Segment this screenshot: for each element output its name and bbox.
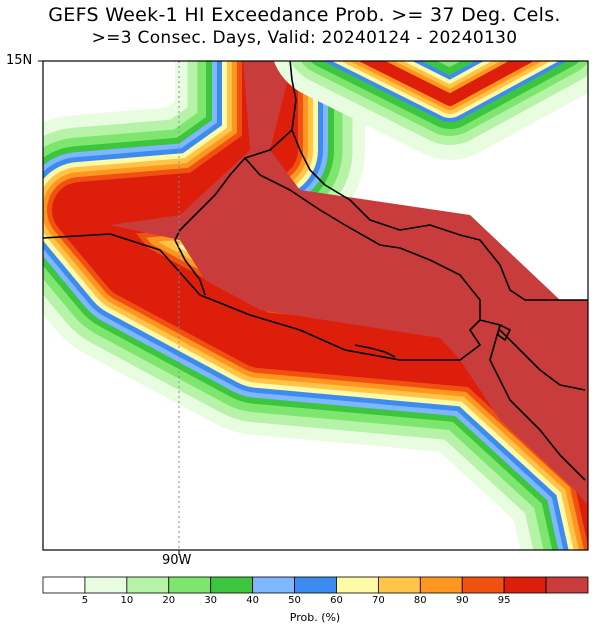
map-subtitle: >=3 Consec. Days, Valid: 20240124 - 2024… <box>91 28 518 48</box>
colorbar-tick-label: 10 <box>120 595 134 606</box>
colorbar-swatch <box>461 576 505 594</box>
pacific-coast <box>43 233 586 481</box>
colorbar-tick-label: 20 <box>162 595 176 606</box>
map-frame <box>42 60 589 551</box>
caribbean-coast <box>291 129 588 301</box>
nicaragua-border <box>499 329 586 391</box>
colorbar-tick-label: 90 <box>455 595 469 606</box>
elsalvador-honduras-border <box>244 157 481 320</box>
colorbar-swatch <box>503 576 547 594</box>
band-95 <box>110 61 588 506</box>
colorbar <box>42 576 589 594</box>
colorbar-swatch <box>377 576 421 594</box>
colorbar-tick-label: 95 <box>497 595 511 606</box>
colorbar-tick-label: 50 <box>288 595 301 606</box>
colorbar-tick-label: 5 <box>81 595 89 606</box>
colorbar-tick-label: 60 <box>330 595 343 606</box>
gulf-fonseca <box>354 344 396 358</box>
colorbar-swatch <box>252 576 295 594</box>
colorbar-swatch <box>545 576 589 594</box>
colorbar-tick-label: 40 <box>246 595 259 606</box>
colorbar-unit-label: Prob. (%) <box>289 611 341 624</box>
coastlines <box>43 61 588 481</box>
colorbar-tick-label: 80 <box>413 595 427 606</box>
colorbar-swatch <box>294 576 337 594</box>
colorbar-swatch <box>419 576 463 594</box>
colorbar-tick-label: 70 <box>372 595 385 606</box>
colorbar-swatch <box>126 576 170 594</box>
colorbar-swatch <box>210 576 254 594</box>
lake-detail <box>497 324 511 341</box>
colorbar-swatch <box>42 576 86 594</box>
band-ne-90 <box>358 61 535 106</box>
lat-label: 15N <box>6 53 33 68</box>
probability-contours <box>43 61 588 550</box>
map-title: GEFS Week-1 HI Exceedance Prob. >= 37 De… <box>48 4 561 26</box>
colorbar-swatch <box>168 576 212 594</box>
guatemala-border <box>174 61 297 296</box>
colorbar-swatch <box>336 576 379 594</box>
lon-label: 90W <box>162 553 192 568</box>
colorbar-swatch <box>84 576 128 594</box>
colorbar-tick-label: 30 <box>204 595 218 606</box>
